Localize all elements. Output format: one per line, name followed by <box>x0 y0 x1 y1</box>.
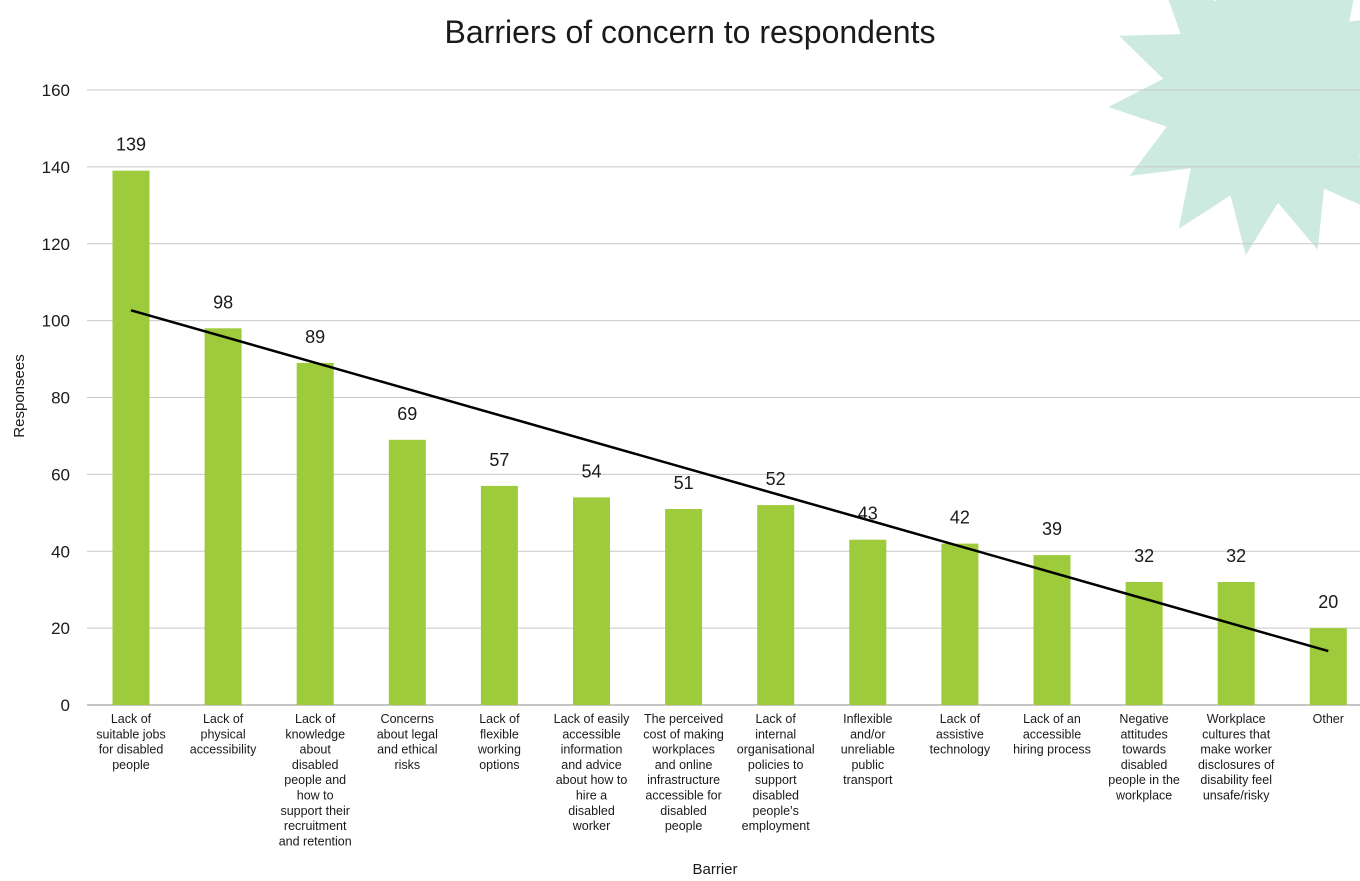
data-label: 57 <box>489 450 509 470</box>
data-label: 52 <box>766 469 786 489</box>
trendline-group <box>130 309 1329 653</box>
y-tick-label: 20 <box>51 619 70 638</box>
y-axis-title: Responsees <box>11 354 28 437</box>
bar <box>941 543 979 705</box>
bar <box>757 505 795 705</box>
x-tick-label: Lack of flexible working options <box>477 712 521 772</box>
y-tick-label: 60 <box>51 465 70 484</box>
bars <box>112 170 1347 705</box>
x-tick-label: Lack of suitable jobs for disabled people <box>96 712 166 772</box>
y-tick-label: 0 <box>61 696 70 715</box>
data-label: 89 <box>305 327 325 347</box>
x-tick-label: Concerns about legal and ethical risks <box>377 712 438 772</box>
data-labels: 139 98 89 69 57 54 51 52 43 42 39 32 32 20 <box>116 135 1338 612</box>
bar <box>665 509 703 705</box>
bar <box>480 485 518 705</box>
trendline <box>130 309 1329 653</box>
bar <box>1217 582 1255 705</box>
x-tick-label: Other <box>1313 712 1344 726</box>
data-label: 51 <box>674 473 694 493</box>
data-label: 32 <box>1226 546 1246 566</box>
data-label: 42 <box>950 508 970 528</box>
data-label: 98 <box>213 292 233 312</box>
data-label: 43 <box>858 504 878 524</box>
bar <box>112 170 150 705</box>
bar <box>296 362 334 705</box>
x-tick-label: Lack of physical accessibility <box>190 712 257 757</box>
y-tick-label: 100 <box>42 312 70 331</box>
data-label: 32 <box>1134 546 1154 566</box>
bar <box>1033 555 1071 705</box>
x-tick-label: Lack of knowledge about disabled people and h… <box>279 712 352 848</box>
x-tick-label: Inflexible and/or unreliable public transpor… <box>841 712 895 787</box>
y-tick-label: 160 <box>42 81 70 100</box>
bar <box>388 439 426 705</box>
y-tick-label: 120 <box>42 235 70 254</box>
gridlines <box>87 89 1360 706</box>
y-tick-label: 40 <box>51 542 70 561</box>
bar <box>1125 582 1163 705</box>
bar <box>1309 628 1347 705</box>
data-label: 139 <box>116 135 146 155</box>
bar <box>849 539 887 705</box>
x-tick-label: Workplace cultures that make worker disclos… <box>1198 712 1275 803</box>
bar <box>204 328 242 705</box>
y-tick-label: 140 <box>42 158 70 177</box>
data-label: 69 <box>397 404 417 424</box>
x-tick-label: The perceived cost of making workplaces and… <box>643 712 724 833</box>
x-tick-label: Negative attitudes towards disabled people i… <box>1108 712 1180 803</box>
y-tick-label: 80 <box>51 389 70 408</box>
x-axis-category-labels: Lack of suitable jobs for disabled people La… <box>96 712 1344 848</box>
data-label: 20 <box>1318 592 1338 612</box>
bar <box>573 497 610 705</box>
x-tick-label: Lack of easily accessible information and a… <box>554 712 630 833</box>
x-tick-label: Lack of assistive technology <box>930 712 991 757</box>
chart-title: Barriers of concern to respondents <box>445 14 936 50</box>
data-label: 39 <box>1042 519 1062 539</box>
y-axis-tick-labels: 0 20 40 60 80 100 120 140 160 <box>42 81 70 715</box>
decorative-starburst-shape <box>1108 0 1360 256</box>
data-label: 54 <box>581 461 601 481</box>
x-tick-label: Lack of an accessible hiring process <box>1013 712 1091 757</box>
x-axis-title: Barrier <box>692 861 737 878</box>
x-tick-label: Lack of internal organisational policies to… <box>737 712 815 833</box>
